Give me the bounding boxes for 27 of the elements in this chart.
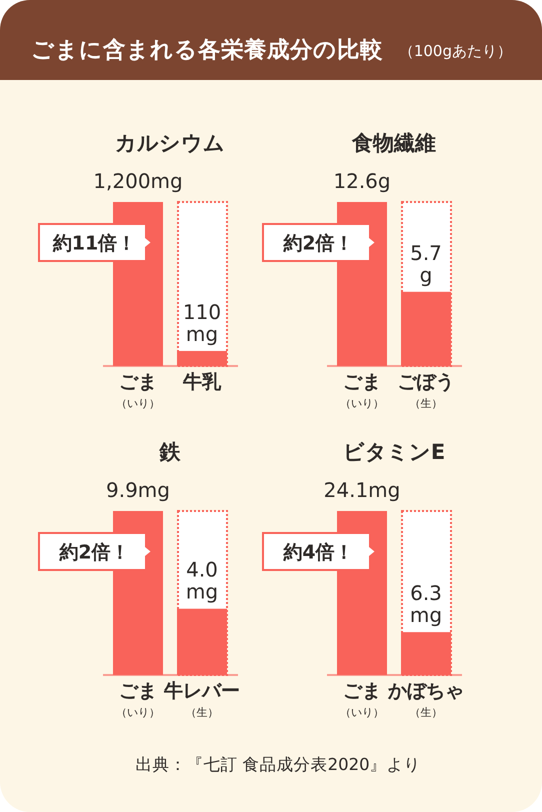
data-label: 110 mg [182, 300, 222, 346]
data-label: 1,200mg [93, 169, 183, 193]
data-label: 24.1mg [324, 478, 400, 502]
x-tick-label: 牛乳 [182, 371, 222, 393]
source-note: 出典：『七訂 食品成分表2020』より [135, 755, 421, 774]
annotation: 約2倍！ [282, 232, 354, 254]
chart-title: ビタミンE [342, 440, 446, 464]
x-tick-label: 牛レバー（生） [163, 680, 240, 719]
x-tick-label: かぼちゃ（生） [387, 680, 464, 719]
x-tick-label: ごま（いり） [116, 371, 160, 410]
data-label: 9.9mg [106, 478, 170, 502]
annotation: 約4倍！ [282, 542, 354, 564]
x-tick-label: ごま（いり） [340, 371, 384, 410]
chart-title: 食物繊維 [351, 131, 436, 155]
x-tick-label: ごま（いり） [116, 680, 160, 719]
data-label: 6.3 mg [410, 581, 442, 628]
data-label: 4.0 mg [186, 558, 218, 604]
annotation: 約11倍！ [52, 232, 136, 254]
chart-title: 鉄 [158, 440, 182, 464]
data-label: 12.6g [333, 169, 391, 193]
chart-title: カルシウム [115, 131, 225, 155]
annotation: 約2倍！ [58, 542, 130, 564]
x-tick-label: ごま（いり） [340, 680, 384, 719]
x-tick-label: ごぼう（生） [398, 371, 454, 410]
text: ごまに含まれる各栄養成分の比較 [31, 37, 384, 63]
text: （100gあたり） [398, 42, 512, 60]
data-label: 5.7 g [410, 240, 442, 287]
